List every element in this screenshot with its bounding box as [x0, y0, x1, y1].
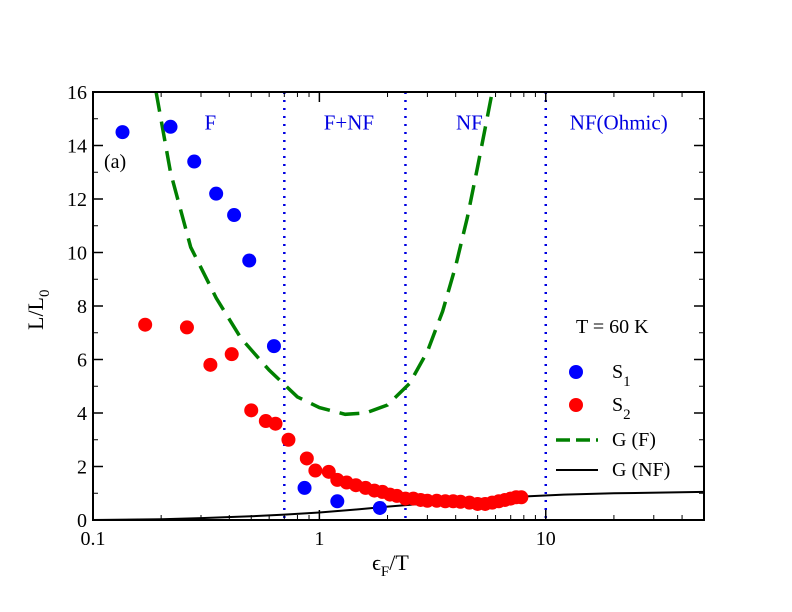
legend-marker [569, 365, 583, 379]
y-axis-label: L/L0 [23, 290, 53, 331]
data-point-s1 [330, 494, 345, 509]
legend-label: G (F) [612, 429, 656, 451]
region-label: F [205, 110, 217, 134]
y-tick-label: 14 [67, 136, 87, 158]
data-point-s1 [372, 500, 387, 515]
data-point-s2 [281, 432, 296, 447]
data-point-s2 [268, 416, 283, 431]
y-tick-label: 10 [67, 243, 87, 265]
x-tick-label: 1 [314, 528, 324, 550]
x-tick-label: 10 [536, 528, 556, 550]
model-curves [92, 91, 705, 521]
plot-frame [92, 91, 705, 521]
y-tick-label: 16 [67, 82, 87, 104]
data-point-s2 [138, 317, 153, 332]
g-f-curve [154, 91, 494, 417]
legend-marker [569, 398, 583, 412]
region-label: NF [456, 110, 483, 134]
y-axis-label-main: L/L [23, 297, 48, 330]
y-tick-label: 8 [77, 296, 87, 318]
y-tick-label: 6 [77, 350, 87, 372]
y-tick-label: 12 [67, 189, 87, 211]
y-tick-label: 0 [77, 510, 87, 532]
legend: S1 S2 G (F) G (NF) [556, 361, 670, 481]
data-point-s2 [308, 463, 323, 478]
data-point-s1 [227, 208, 242, 223]
legend-label: G (NF) [612, 459, 670, 481]
y-tick-label: 2 [77, 457, 87, 479]
data-point-s1 [163, 119, 178, 134]
x-axis-label-rest: /T [389, 550, 409, 575]
region-labels: F F+NF NF NF(Ohmic) [205, 110, 668, 134]
data-point-s1 [242, 253, 257, 268]
y-tick-label: 4 [77, 403, 87, 425]
data-point-s2 [224, 347, 239, 362]
y-axis-label-subscript: 0 [37, 290, 53, 298]
temperature-annotation: T = 60 K [576, 316, 649, 338]
region-label: NF(Ohmic) [570, 110, 668, 134]
data-point-s2 [514, 490, 529, 505]
region-boundaries [283, 92, 548, 520]
legend-label: S1 [612, 361, 631, 390]
region-label: F+NF [324, 110, 374, 134]
data-point-s2 [203, 357, 218, 372]
data-point-s1 [266, 339, 281, 354]
data-point-s2 [179, 320, 194, 335]
data-point-s1 [209, 186, 224, 201]
data-point-s1 [297, 480, 312, 495]
data-points [115, 119, 529, 515]
data-point-s2 [244, 403, 259, 418]
data-point-s1 [115, 125, 130, 140]
data-point-s1 [187, 154, 202, 169]
panel-label: (a) [104, 151, 126, 173]
x-tick-label: 0.1 [81, 528, 106, 550]
x-axis-label-subscript: F [381, 564, 389, 580]
x-axis-label: ϵF/T [372, 550, 409, 580]
data-point-s2 [299, 451, 314, 466]
x-axis-label-symbol: ϵ [372, 550, 381, 575]
axis-ticks: 0 2 4 6 8 10 12 14 16 0.1 1 10 [67, 82, 705, 550]
legend-label: S2 [612, 394, 631, 423]
